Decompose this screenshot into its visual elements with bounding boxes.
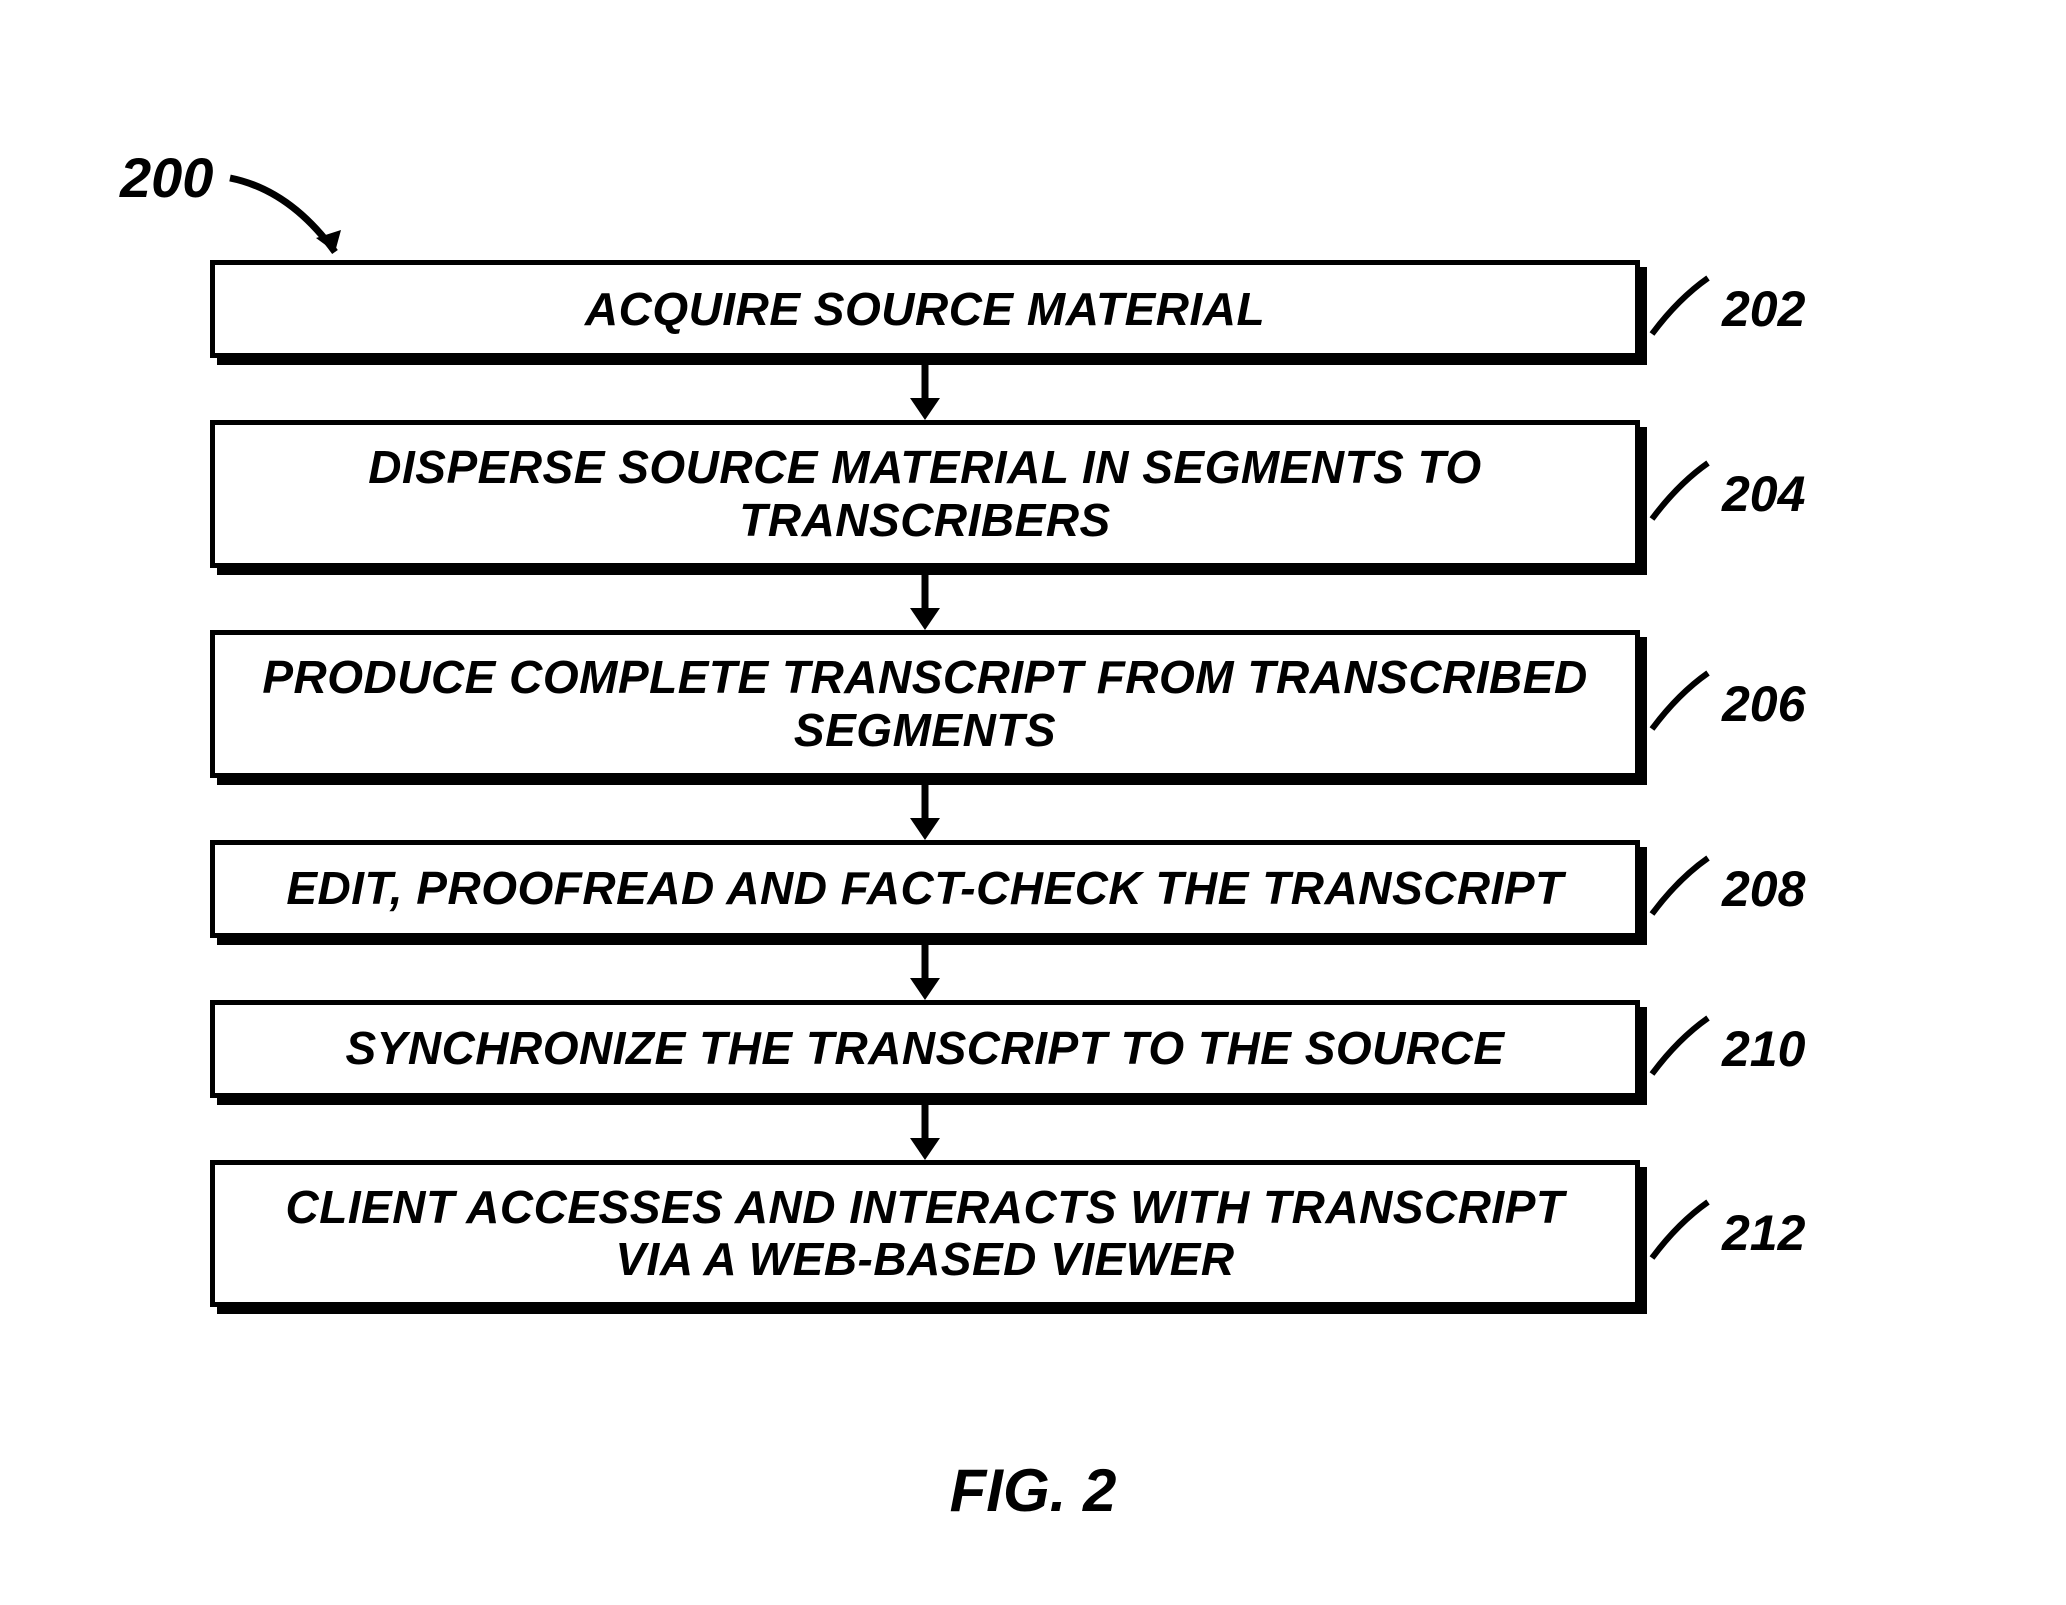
reference-number: 208 xyxy=(1722,860,1805,918)
reference-number: 204 xyxy=(1722,465,1805,523)
flow-arrow-icon xyxy=(905,568,945,630)
reference-number: 210 xyxy=(1722,1020,1805,1078)
reference-callout: 206 xyxy=(1648,659,1805,749)
reference-callout: 204 xyxy=(1648,449,1805,539)
flow-step-box: CLIENT ACCESSES AND INTERACTS WITH TRANS… xyxy=(210,1160,1640,1308)
lead-line-icon xyxy=(1648,659,1718,749)
flow-step-box: ACQUIRE SOURCE MATERIAL xyxy=(210,260,1640,358)
flow-step: PRODUCE COMPLETE TRANSCRIPT FROM TRANSCR… xyxy=(210,630,1640,778)
reference-callout: 210 xyxy=(1648,1004,1805,1094)
flow-step: SYNCHRONIZE THE TRANSCRIPT TO THE SOURCE… xyxy=(210,1000,1640,1098)
flow-step: ACQUIRE SOURCE MATERIAL202 xyxy=(210,260,1640,358)
reference-number: 206 xyxy=(1722,675,1805,733)
lead-line-icon xyxy=(1648,1004,1718,1094)
figure-page: 200 ACQUIRE SOURCE MATERIAL202DISPERSE S… xyxy=(0,0,2066,1605)
flow-step: DISPERSE SOURCE MATERIAL IN SEGMENTS TO … xyxy=(210,420,1640,568)
flow-step-box: DISPERSE SOURCE MATERIAL IN SEGMENTS TO … xyxy=(210,420,1640,568)
reference-callout: 208 xyxy=(1648,844,1805,934)
lead-line-icon xyxy=(1648,1188,1718,1278)
reference-number: 212 xyxy=(1722,1204,1805,1262)
flow-step-box: SYNCHRONIZE THE TRANSCRIPT TO THE SOURCE xyxy=(210,1000,1640,1098)
figure-caption: FIG. 2 xyxy=(0,1456,2066,1525)
flow-step-text: ACQUIRE SOURCE MATERIAL xyxy=(585,283,1265,336)
flow-step-text: SYNCHRONIZE THE TRANSCRIPT TO THE SOURCE xyxy=(346,1022,1505,1075)
flow-step-box: EDIT, PROOFREAD AND FACT-CHECK THE TRANS… xyxy=(210,840,1640,938)
flow-arrow-icon xyxy=(905,938,945,1000)
reference-callout: 202 xyxy=(1648,264,1805,354)
figure-reference-main: 200 xyxy=(120,145,213,210)
flow-arrow-icon xyxy=(905,778,945,840)
flow-step-box: PRODUCE COMPLETE TRANSCRIPT FROM TRANSCR… xyxy=(210,630,1640,778)
flow-arrow-icon xyxy=(905,358,945,420)
lead-line-icon xyxy=(1648,449,1718,539)
flow-step-text: EDIT, PROOFREAD AND FACT-CHECK THE TRANS… xyxy=(286,862,1563,915)
reference-callout: 212 xyxy=(1648,1188,1805,1278)
flow-step-text: DISPERSE SOURCE MATERIAL IN SEGMENTS TO … xyxy=(245,441,1605,547)
flowchart: ACQUIRE SOURCE MATERIAL202 DISPERSE SOURC… xyxy=(210,260,1640,1307)
flow-arrow-icon xyxy=(905,1098,945,1160)
lead-line-icon xyxy=(1648,844,1718,934)
lead-line-icon xyxy=(1648,264,1718,354)
flow-step-text: CLIENT ACCESSES AND INTERACTS WITH TRANS… xyxy=(245,1181,1605,1287)
flow-step: CLIENT ACCESSES AND INTERACTS WITH TRANS… xyxy=(210,1160,1640,1308)
flow-step: EDIT, PROOFREAD AND FACT-CHECK THE TRANS… xyxy=(210,840,1640,938)
flow-step-text: PRODUCE COMPLETE TRANSCRIPT FROM TRANSCR… xyxy=(245,651,1605,757)
reference-number: 202 xyxy=(1722,280,1805,338)
